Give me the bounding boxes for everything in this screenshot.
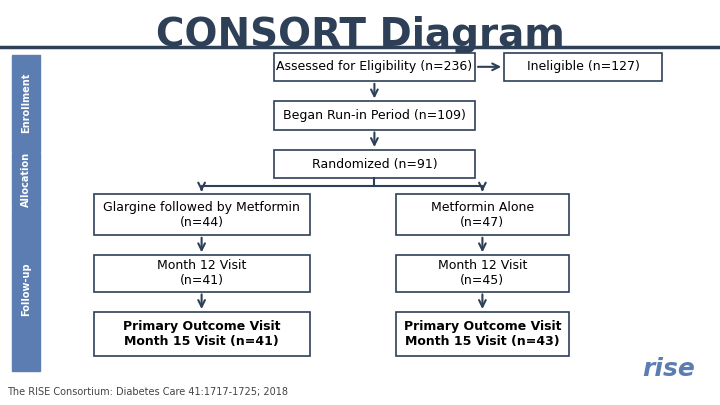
Text: Allocation: Allocation bbox=[21, 152, 31, 207]
Text: Month 12 Visit
(n=45): Month 12 Visit (n=45) bbox=[438, 259, 527, 288]
FancyBboxPatch shape bbox=[274, 53, 475, 81]
Text: Began Run-in Period (n=109): Began Run-in Period (n=109) bbox=[283, 109, 466, 122]
FancyBboxPatch shape bbox=[12, 208, 40, 371]
FancyBboxPatch shape bbox=[396, 312, 569, 356]
FancyBboxPatch shape bbox=[94, 194, 310, 235]
FancyBboxPatch shape bbox=[12, 55, 40, 152]
Text: Follow-up: Follow-up bbox=[21, 262, 31, 316]
Text: Assessed for Eligibility (n=236): Assessed for Eligibility (n=236) bbox=[276, 60, 472, 73]
Text: Month 12 Visit
(n=41): Month 12 Visit (n=41) bbox=[157, 259, 246, 288]
FancyBboxPatch shape bbox=[396, 194, 569, 235]
Text: The RISE Consortium: Diabetes Care 41:1717-1725; 2018: The RISE Consortium: Diabetes Care 41:17… bbox=[7, 387, 288, 397]
Text: Primary Outcome Visit
Month 15 Visit (n=41): Primary Outcome Visit Month 15 Visit (n=… bbox=[123, 320, 280, 348]
FancyBboxPatch shape bbox=[94, 255, 310, 292]
Text: CONSORT Diagram: CONSORT Diagram bbox=[156, 16, 564, 54]
FancyBboxPatch shape bbox=[396, 255, 569, 292]
Text: Randomized (n=91): Randomized (n=91) bbox=[312, 158, 437, 171]
FancyBboxPatch shape bbox=[94, 312, 310, 356]
FancyBboxPatch shape bbox=[274, 101, 475, 130]
FancyBboxPatch shape bbox=[12, 153, 40, 207]
FancyBboxPatch shape bbox=[504, 53, 662, 81]
Text: Metformin Alone
(n=47): Metformin Alone (n=47) bbox=[431, 200, 534, 229]
Text: Primary Outcome Visit
Month 15 Visit (n=43): Primary Outcome Visit Month 15 Visit (n=… bbox=[404, 320, 561, 348]
Text: Enrollment: Enrollment bbox=[21, 73, 31, 134]
Text: Ineligible (n=127): Ineligible (n=127) bbox=[527, 60, 639, 73]
FancyBboxPatch shape bbox=[274, 150, 475, 178]
Text: Glargine followed by Metformin
(n=44): Glargine followed by Metformin (n=44) bbox=[103, 200, 300, 229]
Text: rise: rise bbox=[642, 357, 695, 381]
